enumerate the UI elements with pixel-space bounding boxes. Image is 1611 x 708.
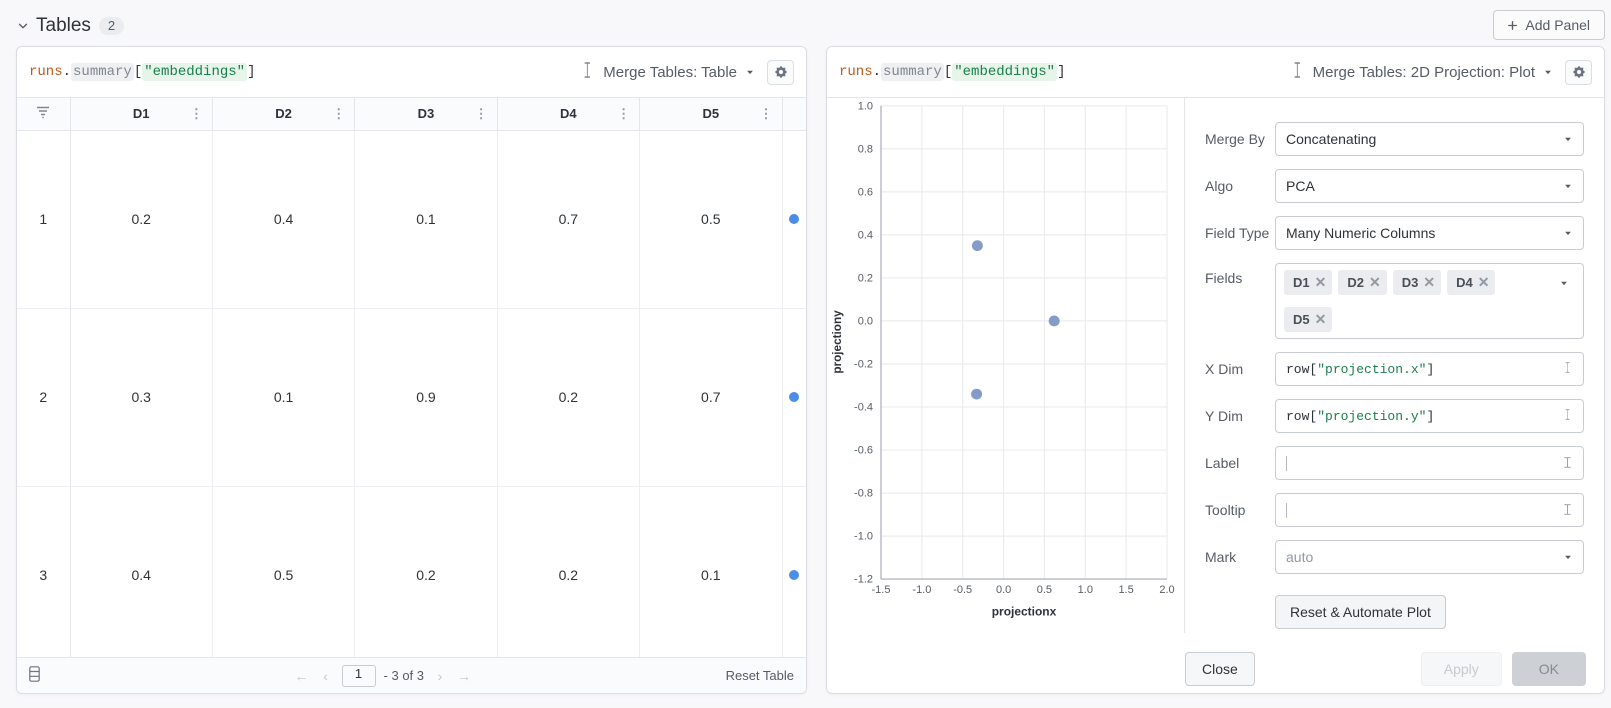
svg-text:0.2: 0.2 bbox=[858, 272, 873, 284]
svg-text:0.0: 0.0 bbox=[858, 315, 873, 327]
svg-text:2.0: 2.0 bbox=[1159, 584, 1174, 596]
svg-text:-0.6: -0.6 bbox=[854, 445, 873, 457]
svg-text:-1.2: -1.2 bbox=[854, 574, 873, 586]
svg-text:-1.0: -1.0 bbox=[912, 584, 931, 596]
svg-text:-0.2: -0.2 bbox=[854, 359, 873, 371]
svg-text:1.0: 1.0 bbox=[1078, 584, 1093, 596]
svg-text:0.6: 0.6 bbox=[858, 186, 873, 198]
svg-text:1.5: 1.5 bbox=[1118, 584, 1133, 596]
svg-text:0.4: 0.4 bbox=[858, 229, 873, 241]
svg-text:1.0: 1.0 bbox=[858, 100, 873, 112]
svg-text:-0.5: -0.5 bbox=[953, 584, 972, 596]
svg-text:-0.4: -0.4 bbox=[854, 402, 873, 414]
svg-text:projectiony: projectiony bbox=[830, 310, 844, 374]
svg-text:-1.0: -1.0 bbox=[854, 531, 873, 543]
svg-text:-0.8: -0.8 bbox=[854, 488, 873, 500]
svg-text:projectionx: projectionx bbox=[992, 604, 1057, 618]
svg-text:0.5: 0.5 bbox=[1037, 584, 1052, 596]
svg-text:0.8: 0.8 bbox=[858, 143, 873, 155]
svg-text:-1.5: -1.5 bbox=[872, 584, 891, 596]
svg-text:0.0: 0.0 bbox=[996, 584, 1011, 596]
